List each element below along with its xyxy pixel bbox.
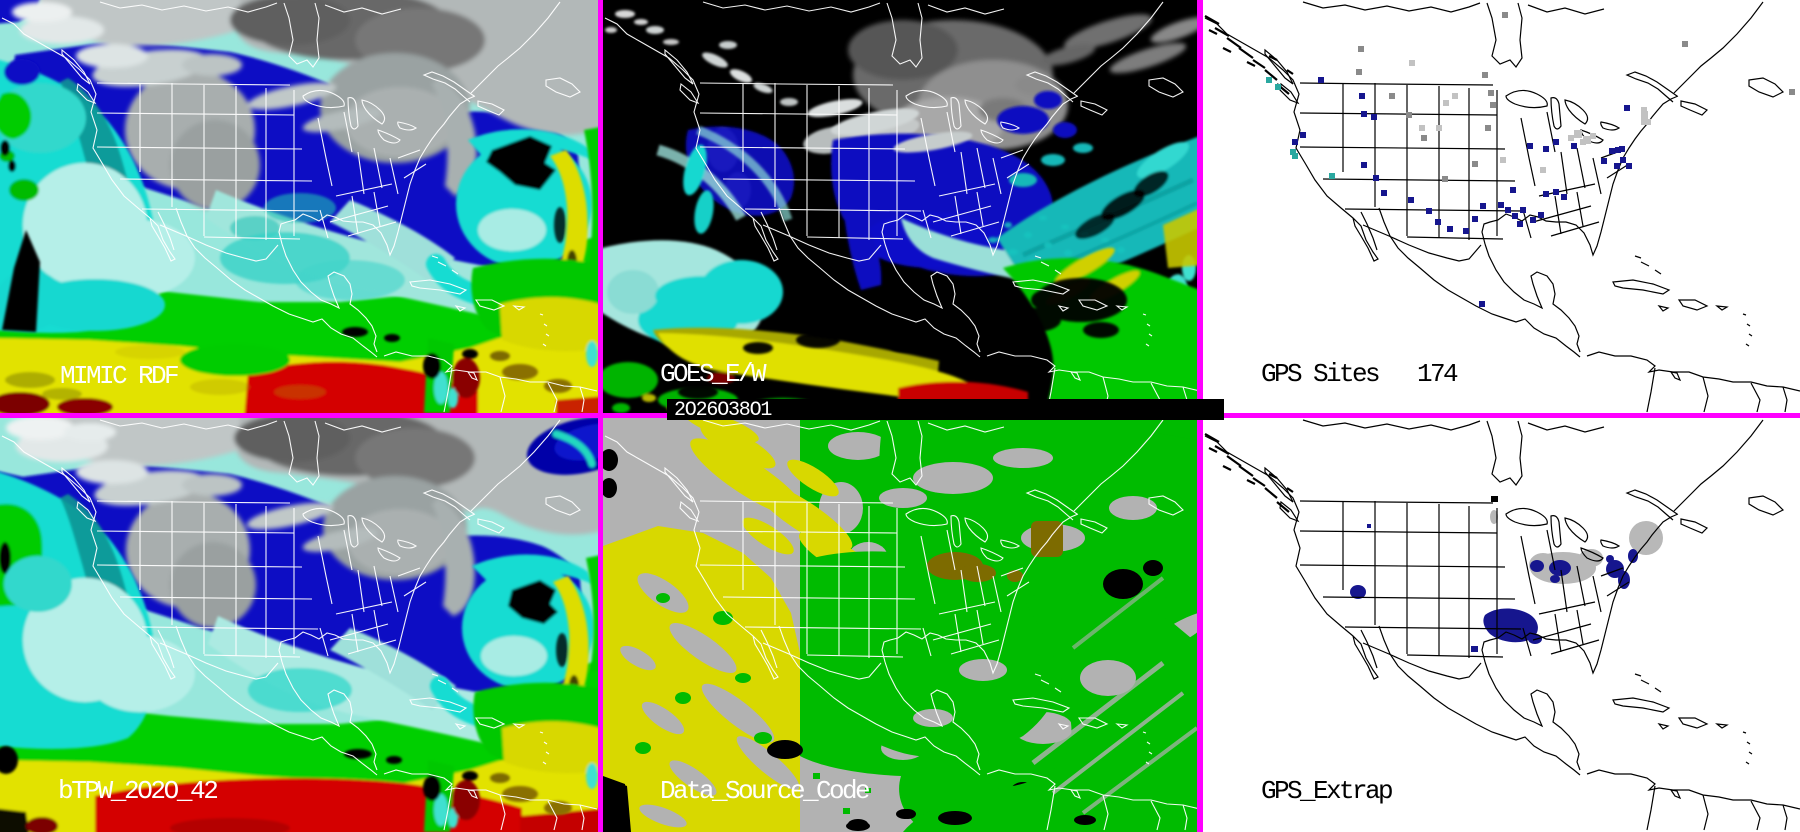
svg-text:GPS_Extrap: GPS_Extrap xyxy=(1261,776,1392,806)
svg-text:GPS Sites 174: GPS Sites 174 xyxy=(1261,359,1458,389)
svg-text:MIMIC RDF: MIMIC RDF xyxy=(60,361,178,391)
svg-text:Data_Source_Code: Data_Source_Code xyxy=(660,776,869,806)
svg-text:bTPW_2O2O_42: bTPW_2O2O_42 xyxy=(58,776,217,806)
svg-text:GOES_E/W: GOES_E/W xyxy=(660,359,767,389)
